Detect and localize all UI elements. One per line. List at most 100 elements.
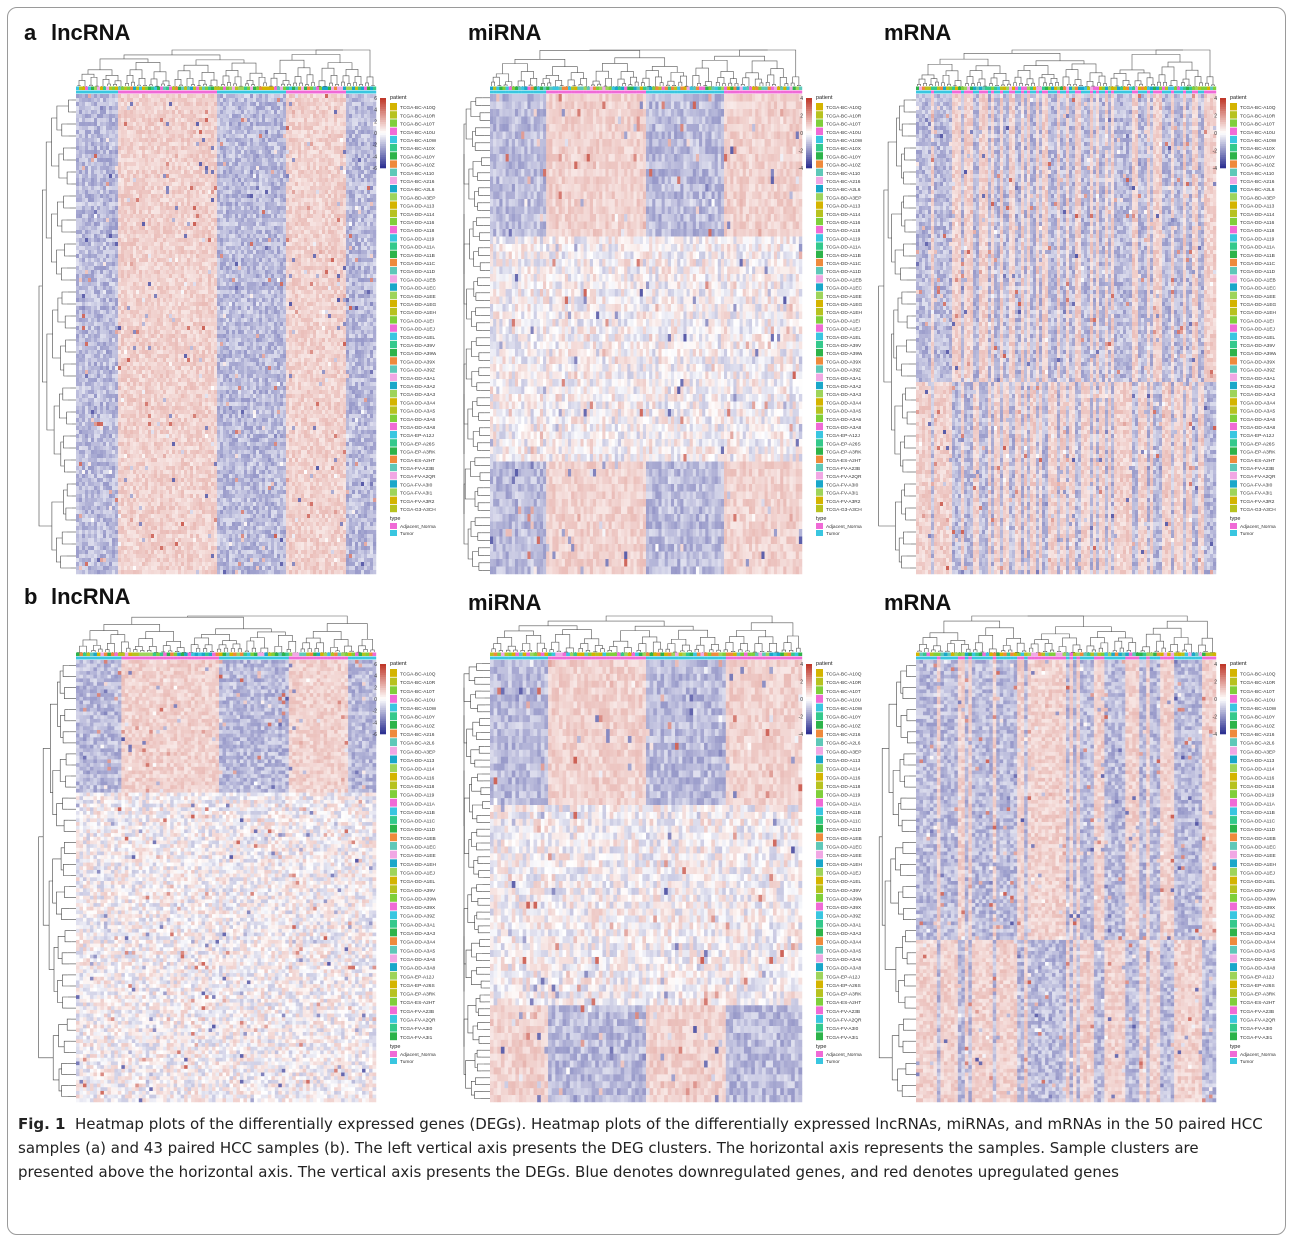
heatmap-cell [115, 166, 119, 171]
heatmap-cell [316, 118, 320, 123]
heatmap-cell [175, 210, 179, 215]
heatmap-cell [253, 166, 257, 171]
heatmap-cell [274, 250, 278, 255]
heatmap-cell [133, 150, 137, 155]
heatmap-cell [307, 150, 311, 155]
heatmap-cell [160, 174, 164, 179]
heatmap-cell [364, 118, 368, 123]
heatmap-cell [184, 170, 188, 175]
heatmap-cell [370, 230, 374, 235]
heatmap-cell [130, 166, 134, 171]
heatmap-cell [337, 210, 341, 215]
heatmap-cell [307, 98, 311, 103]
heatmap-cell [265, 266, 269, 271]
heatmap-cell [367, 118, 371, 123]
heatmap-cell [271, 274, 275, 279]
heatmap-cell [217, 230, 221, 235]
heatmap-cell [343, 186, 347, 191]
heatmap-cell [286, 266, 290, 271]
heatmap-cell [295, 206, 299, 211]
heatmap-cell [193, 174, 197, 179]
heatmap-cell [79, 142, 83, 147]
heatmap-cell [220, 210, 224, 215]
heatmap-cell [271, 262, 275, 267]
heatmap-cell [352, 110, 356, 115]
heatmap-cell [82, 186, 86, 191]
heatmap-cell [265, 138, 269, 143]
heatmap-cell [304, 222, 308, 227]
heatmap-cell [211, 106, 215, 111]
heatmap-cell [310, 166, 314, 171]
heatmap-cell [208, 94, 212, 99]
heatmap-cell [94, 182, 98, 187]
heatmap-cell [82, 230, 86, 235]
heatmap-cell [277, 226, 281, 231]
heatmap-cell [214, 134, 218, 139]
heatmap-cell [196, 122, 200, 127]
heatmap-cell [253, 198, 257, 203]
heatmap-cell [112, 166, 116, 171]
heatmap-cell [337, 138, 341, 143]
heatmap-cell [229, 214, 233, 219]
heatmap-cell [100, 282, 104, 287]
heatmap-cell [142, 282, 146, 287]
heatmap-cell [265, 246, 269, 251]
heatmap-cell [139, 98, 143, 103]
heatmap-cell [187, 278, 191, 283]
heatmap-cell [220, 106, 224, 111]
heatmap-cell [94, 110, 98, 115]
heatmap-cell [358, 170, 362, 175]
heatmap-cell [247, 150, 251, 155]
heatmap-cell [313, 146, 317, 151]
heatmap-cell [139, 266, 143, 271]
heatmap-cell [349, 122, 353, 127]
heatmap-cell [232, 278, 236, 283]
heatmap-cell [76, 214, 80, 219]
heatmap-cell [160, 210, 164, 215]
panel-letter-a: a [24, 22, 36, 44]
heatmap-cell [244, 274, 248, 279]
heatmap-cell [163, 170, 167, 175]
heatmap-cell [316, 202, 320, 207]
patient-annotation-cell [193, 86, 197, 90]
heatmap-cell [259, 162, 263, 167]
heatmap-cell [154, 210, 158, 215]
heatmap-cell [370, 146, 374, 151]
heatmap-cell [289, 190, 293, 195]
heatmap-cell [352, 142, 356, 147]
heatmap-cell [175, 274, 179, 279]
heatmap-cell [187, 106, 191, 111]
heatmap-cell [196, 202, 200, 207]
heatmap-cell [112, 278, 116, 283]
heatmap-cell [136, 202, 140, 207]
heatmap-cell [319, 146, 323, 151]
heatmap-cell [289, 270, 293, 275]
heatmap-cell [94, 130, 98, 135]
heatmap-cell [373, 182, 377, 187]
heatmap-cell [199, 258, 203, 263]
heatmap-cell [259, 150, 263, 155]
heatmap-cell [367, 178, 371, 183]
heatmap-cell [268, 142, 272, 147]
heatmap-cell [283, 230, 287, 235]
type-annotation-cell [247, 90, 251, 94]
heatmap-cell [76, 142, 80, 147]
heatmap-cell [94, 186, 98, 191]
heatmap-cell [157, 206, 161, 211]
heatmap-cell [262, 230, 266, 235]
heatmap-cell [103, 274, 107, 279]
heatmap-cell [331, 178, 335, 183]
patient-annotation-cell [142, 86, 146, 90]
heatmap-cell [238, 254, 242, 259]
heatmap-cell [226, 202, 230, 207]
heatmap-cell [307, 218, 311, 223]
heatmap-cell [169, 194, 173, 199]
heatmap-cell [250, 230, 254, 235]
heatmap-cell [172, 94, 176, 99]
heatmap-cell [319, 238, 323, 243]
heatmap-cell [346, 270, 350, 275]
heatmap-cell [127, 274, 131, 279]
heatmap-cell [307, 250, 311, 255]
heatmap-cell [169, 134, 173, 139]
heatmap-cell [358, 226, 362, 231]
